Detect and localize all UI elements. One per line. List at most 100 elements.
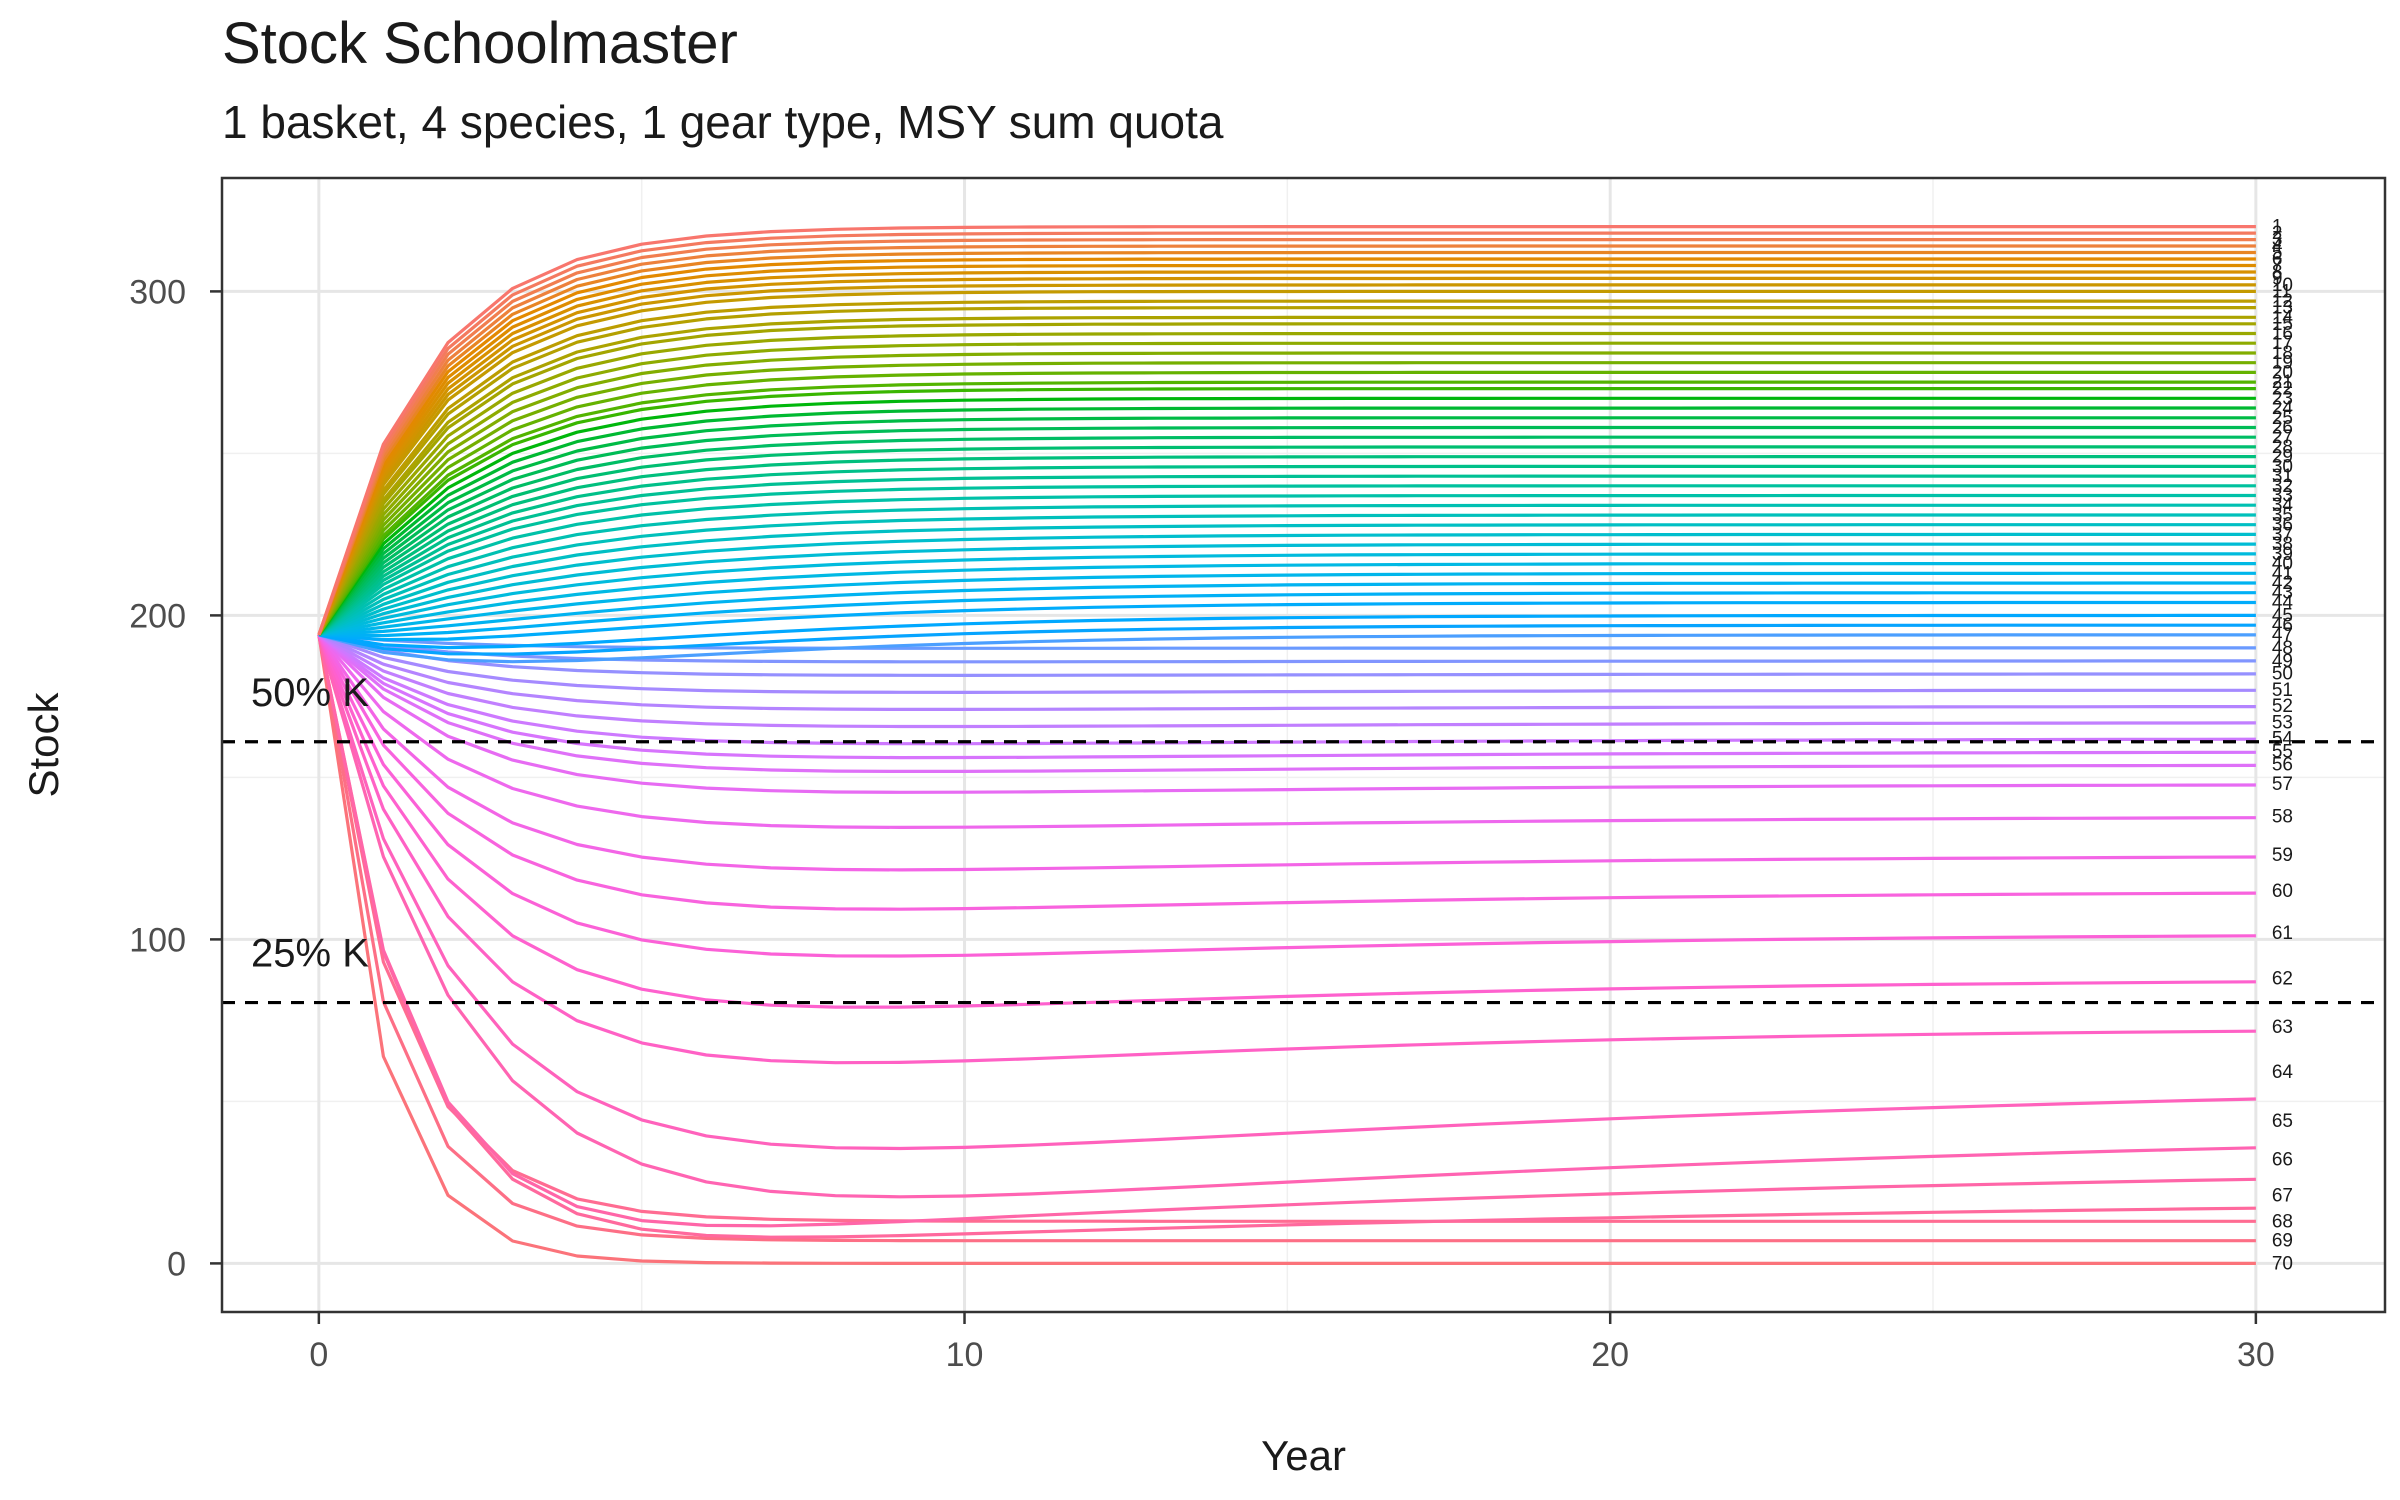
series-line-4 bbox=[317, 244, 2256, 636]
series-end-label-3: 3 bbox=[2272, 230, 2283, 251]
series-line-1 bbox=[317, 225, 2256, 636]
series-line-3 bbox=[317, 238, 2256, 636]
series-line-53 bbox=[318, 633, 2256, 729]
series-line-40 bbox=[318, 562, 2256, 637]
series-end-label-49: 49 bbox=[2272, 651, 2293, 672]
series-line-63 bbox=[317, 634, 2256, 1065]
series-end-label-8: 8 bbox=[2272, 262, 2283, 283]
series-line-70 bbox=[317, 634, 2256, 1265]
series-line-64 bbox=[317, 634, 2256, 1151]
series-end-label-6: 6 bbox=[2272, 249, 2283, 270]
series-end-label-20: 20 bbox=[2272, 362, 2293, 383]
series-end-label-44: 44 bbox=[2272, 592, 2294, 613]
series-line-51 bbox=[318, 633, 2256, 694]
series-end-label-59: 59 bbox=[2272, 845, 2293, 866]
series-line-16 bbox=[317, 331, 2256, 636]
series-end-label-67: 67 bbox=[2272, 1185, 2293, 1206]
series-end-label-51: 51 bbox=[2272, 680, 2293, 701]
series-end-label-52: 52 bbox=[2272, 696, 2293, 717]
series-end-label-2: 2 bbox=[2272, 223, 2283, 244]
series-line-27 bbox=[317, 435, 2256, 636]
y-tick-label: 300 bbox=[129, 273, 186, 311]
series-line-59 bbox=[317, 633, 2256, 872]
series-line-52 bbox=[318, 633, 2256, 711]
series-end-label-38: 38 bbox=[2272, 534, 2293, 555]
series-end-label-60: 60 bbox=[2272, 881, 2293, 902]
series-line-7 bbox=[317, 263, 2256, 636]
series-end-label-70: 70 bbox=[2272, 1253, 2293, 1274]
series-end-label-68: 68 bbox=[2272, 1211, 2293, 1232]
series-end-label-24: 24 bbox=[2272, 398, 2294, 419]
series-line-12 bbox=[317, 299, 2256, 636]
series-end-label-48: 48 bbox=[2272, 638, 2293, 659]
plot-panel-border bbox=[220, 176, 2387, 1314]
series-end-label-22: 22 bbox=[2272, 379, 2293, 400]
series-end-label-4: 4 bbox=[2272, 236, 2283, 257]
series-line-68 bbox=[317, 634, 2256, 1223]
reference-lines: 50% K 25% K bbox=[222, 671, 2385, 1005]
chart-title: Stock Schoolmaster bbox=[222, 11, 738, 76]
series-line-34 bbox=[318, 503, 2256, 637]
y-tick-label: 0 bbox=[167, 1245, 186, 1283]
series-line-17 bbox=[317, 341, 2256, 636]
series-line-38 bbox=[318, 542, 2256, 637]
series-line-55 bbox=[317, 633, 2256, 760]
series-line-28 bbox=[317, 445, 2256, 636]
series-line-41 bbox=[318, 571, 2256, 637]
series-end-label-61: 61 bbox=[2272, 923, 2293, 944]
series-end-label-21: 21 bbox=[2272, 372, 2293, 393]
series-line-35 bbox=[318, 513, 2256, 637]
series-end-label-57: 57 bbox=[2272, 774, 2293, 795]
series-end-label-27: 27 bbox=[2272, 427, 2293, 448]
series-line-20 bbox=[317, 370, 2256, 636]
series-end-label-13: 13 bbox=[2272, 298, 2293, 319]
series-line-29 bbox=[317, 455, 2256, 636]
series-line-14 bbox=[317, 315, 2256, 636]
series-end-label-11: 11 bbox=[2272, 281, 2292, 302]
series-end-label-29: 29 bbox=[2272, 447, 2293, 468]
x-tick-label: 20 bbox=[1591, 1336, 1629, 1374]
x-axis-title: Year bbox=[1261, 1432, 1346, 1479]
series-end-label-46: 46 bbox=[2272, 615, 2293, 636]
series-end-label-9: 9 bbox=[2272, 268, 2283, 289]
series-line-31 bbox=[317, 474, 2256, 637]
series-end-label-28: 28 bbox=[2272, 437, 2293, 458]
series-end-label-58: 58 bbox=[2272, 806, 2293, 827]
series-line-33 bbox=[317, 493, 2256, 637]
series-end-label-50: 50 bbox=[2272, 664, 2293, 685]
series-line-50 bbox=[318, 633, 2256, 677]
series-line-67 bbox=[317, 634, 2256, 1239]
reference-line-label: 50% K bbox=[251, 671, 369, 715]
series-end-label-19: 19 bbox=[2272, 353, 2293, 374]
series-line-6 bbox=[317, 257, 2256, 636]
series-line-42 bbox=[318, 581, 2256, 637]
series-end-label-47: 47 bbox=[2272, 625, 2293, 646]
series-line-5 bbox=[317, 250, 2256, 636]
chart-subtitle: 1 basket, 4 species, 1 gear type, MSY su… bbox=[222, 96, 1224, 148]
series-end-label-12: 12 bbox=[2272, 291, 2293, 312]
series-end-label-26: 26 bbox=[2272, 417, 2293, 438]
series-line-65 bbox=[317, 634, 2256, 1199]
y-axis-title: Stock bbox=[20, 691, 67, 797]
series-end-label-32: 32 bbox=[2272, 476, 2293, 497]
series-line-57 bbox=[317, 633, 2256, 794]
series-end-label-39: 39 bbox=[2272, 544, 2293, 565]
series-end-label-33: 33 bbox=[2272, 486, 2293, 507]
series-end-label-54: 54 bbox=[2272, 729, 2294, 750]
series-line-39 bbox=[318, 552, 2256, 637]
y-tick-label: 100 bbox=[129, 921, 186, 959]
series-line-10 bbox=[317, 283, 2256, 636]
series-end-label-64: 64 bbox=[2272, 1062, 2294, 1083]
y-tick-label: 200 bbox=[129, 597, 186, 635]
series-line-15 bbox=[317, 322, 2256, 636]
series-end-label-17: 17 bbox=[2272, 333, 2293, 354]
series-end-label-16: 16 bbox=[2272, 324, 2293, 345]
series-end-label-10: 10 bbox=[2272, 275, 2293, 296]
series-line-58 bbox=[317, 633, 2256, 829]
series-line-2 bbox=[317, 231, 2256, 636]
series-end-label-30: 30 bbox=[2272, 456, 2293, 477]
series-end-label-56: 56 bbox=[2272, 754, 2293, 775]
series-end-label-42: 42 bbox=[2272, 573, 2293, 594]
series-end-label-43: 43 bbox=[2272, 583, 2293, 604]
